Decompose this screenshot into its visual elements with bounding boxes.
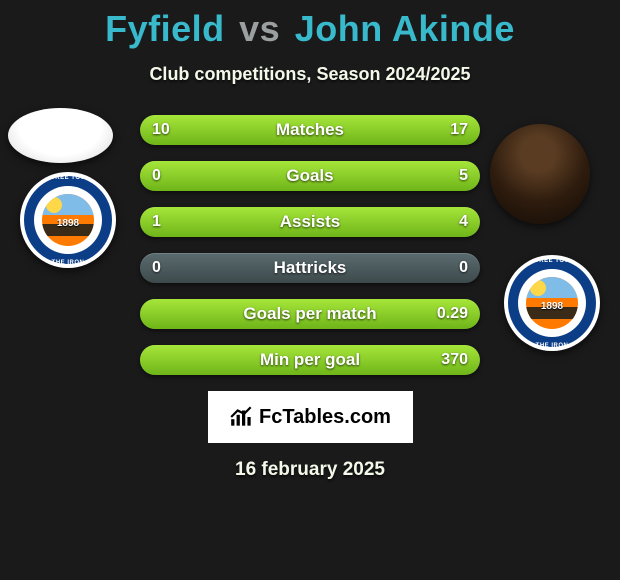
stat-value-right: 4 (459, 207, 468, 237)
player2-name: John Akinde (295, 8, 515, 49)
stat-row: Min per goal370 (140, 345, 480, 375)
stat-row: 0Hattricks0 (140, 253, 480, 283)
stat-row: Goals per match0.29 (140, 299, 480, 329)
branding-badge: FcTables.com (208, 391, 413, 443)
branding-chart-icon (229, 404, 255, 430)
stat-row: 0Goals5 (140, 161, 480, 191)
stat-value-right: 5 (459, 161, 468, 191)
stats-container: 10Matches170Goals51Assists40Hattricks0Go… (140, 115, 480, 375)
comparison-title: Fyfield vs John Akinde (0, 0, 620, 50)
player2-avatar (490, 124, 590, 224)
stat-label: Min per goal (140, 345, 480, 375)
stat-label: Assists (140, 207, 480, 237)
player1-avatar-placeholder (8, 108, 113, 163)
crest-bottom-text: THE IRON (20, 260, 116, 266)
stat-row: 1Assists4 (140, 207, 480, 237)
player2-club-crest: BRAINTREE TOWN F.C. 1898 THE IRON (504, 255, 600, 351)
crest-year: 1898 (42, 218, 94, 229)
snapshot-date: 16 february 2025 (0, 459, 620, 481)
stat-label: Hattricks (140, 253, 480, 283)
stat-label: Matches (140, 115, 480, 145)
crest-top-text: BRAINTREE TOWN F.C. (20, 175, 116, 181)
subtitle: Club competitions, Season 2024/2025 (0, 64, 620, 85)
player1-name: Fyfield (105, 8, 225, 49)
title-vs: vs (239, 8, 280, 49)
stat-value-right: 370 (441, 345, 468, 375)
stat-row: 10Matches17 (140, 115, 480, 145)
stat-value-right: 0 (459, 253, 468, 283)
stat-label: Goals (140, 161, 480, 191)
stat-value-right: 0.29 (437, 299, 468, 329)
player1-club-crest: BRAINTREE TOWN F.C. 1898 THE IRON (20, 172, 116, 268)
stat-value-right: 17 (450, 115, 468, 145)
stat-label: Goals per match (140, 299, 480, 329)
branding-text: FcTables.com (259, 406, 391, 429)
